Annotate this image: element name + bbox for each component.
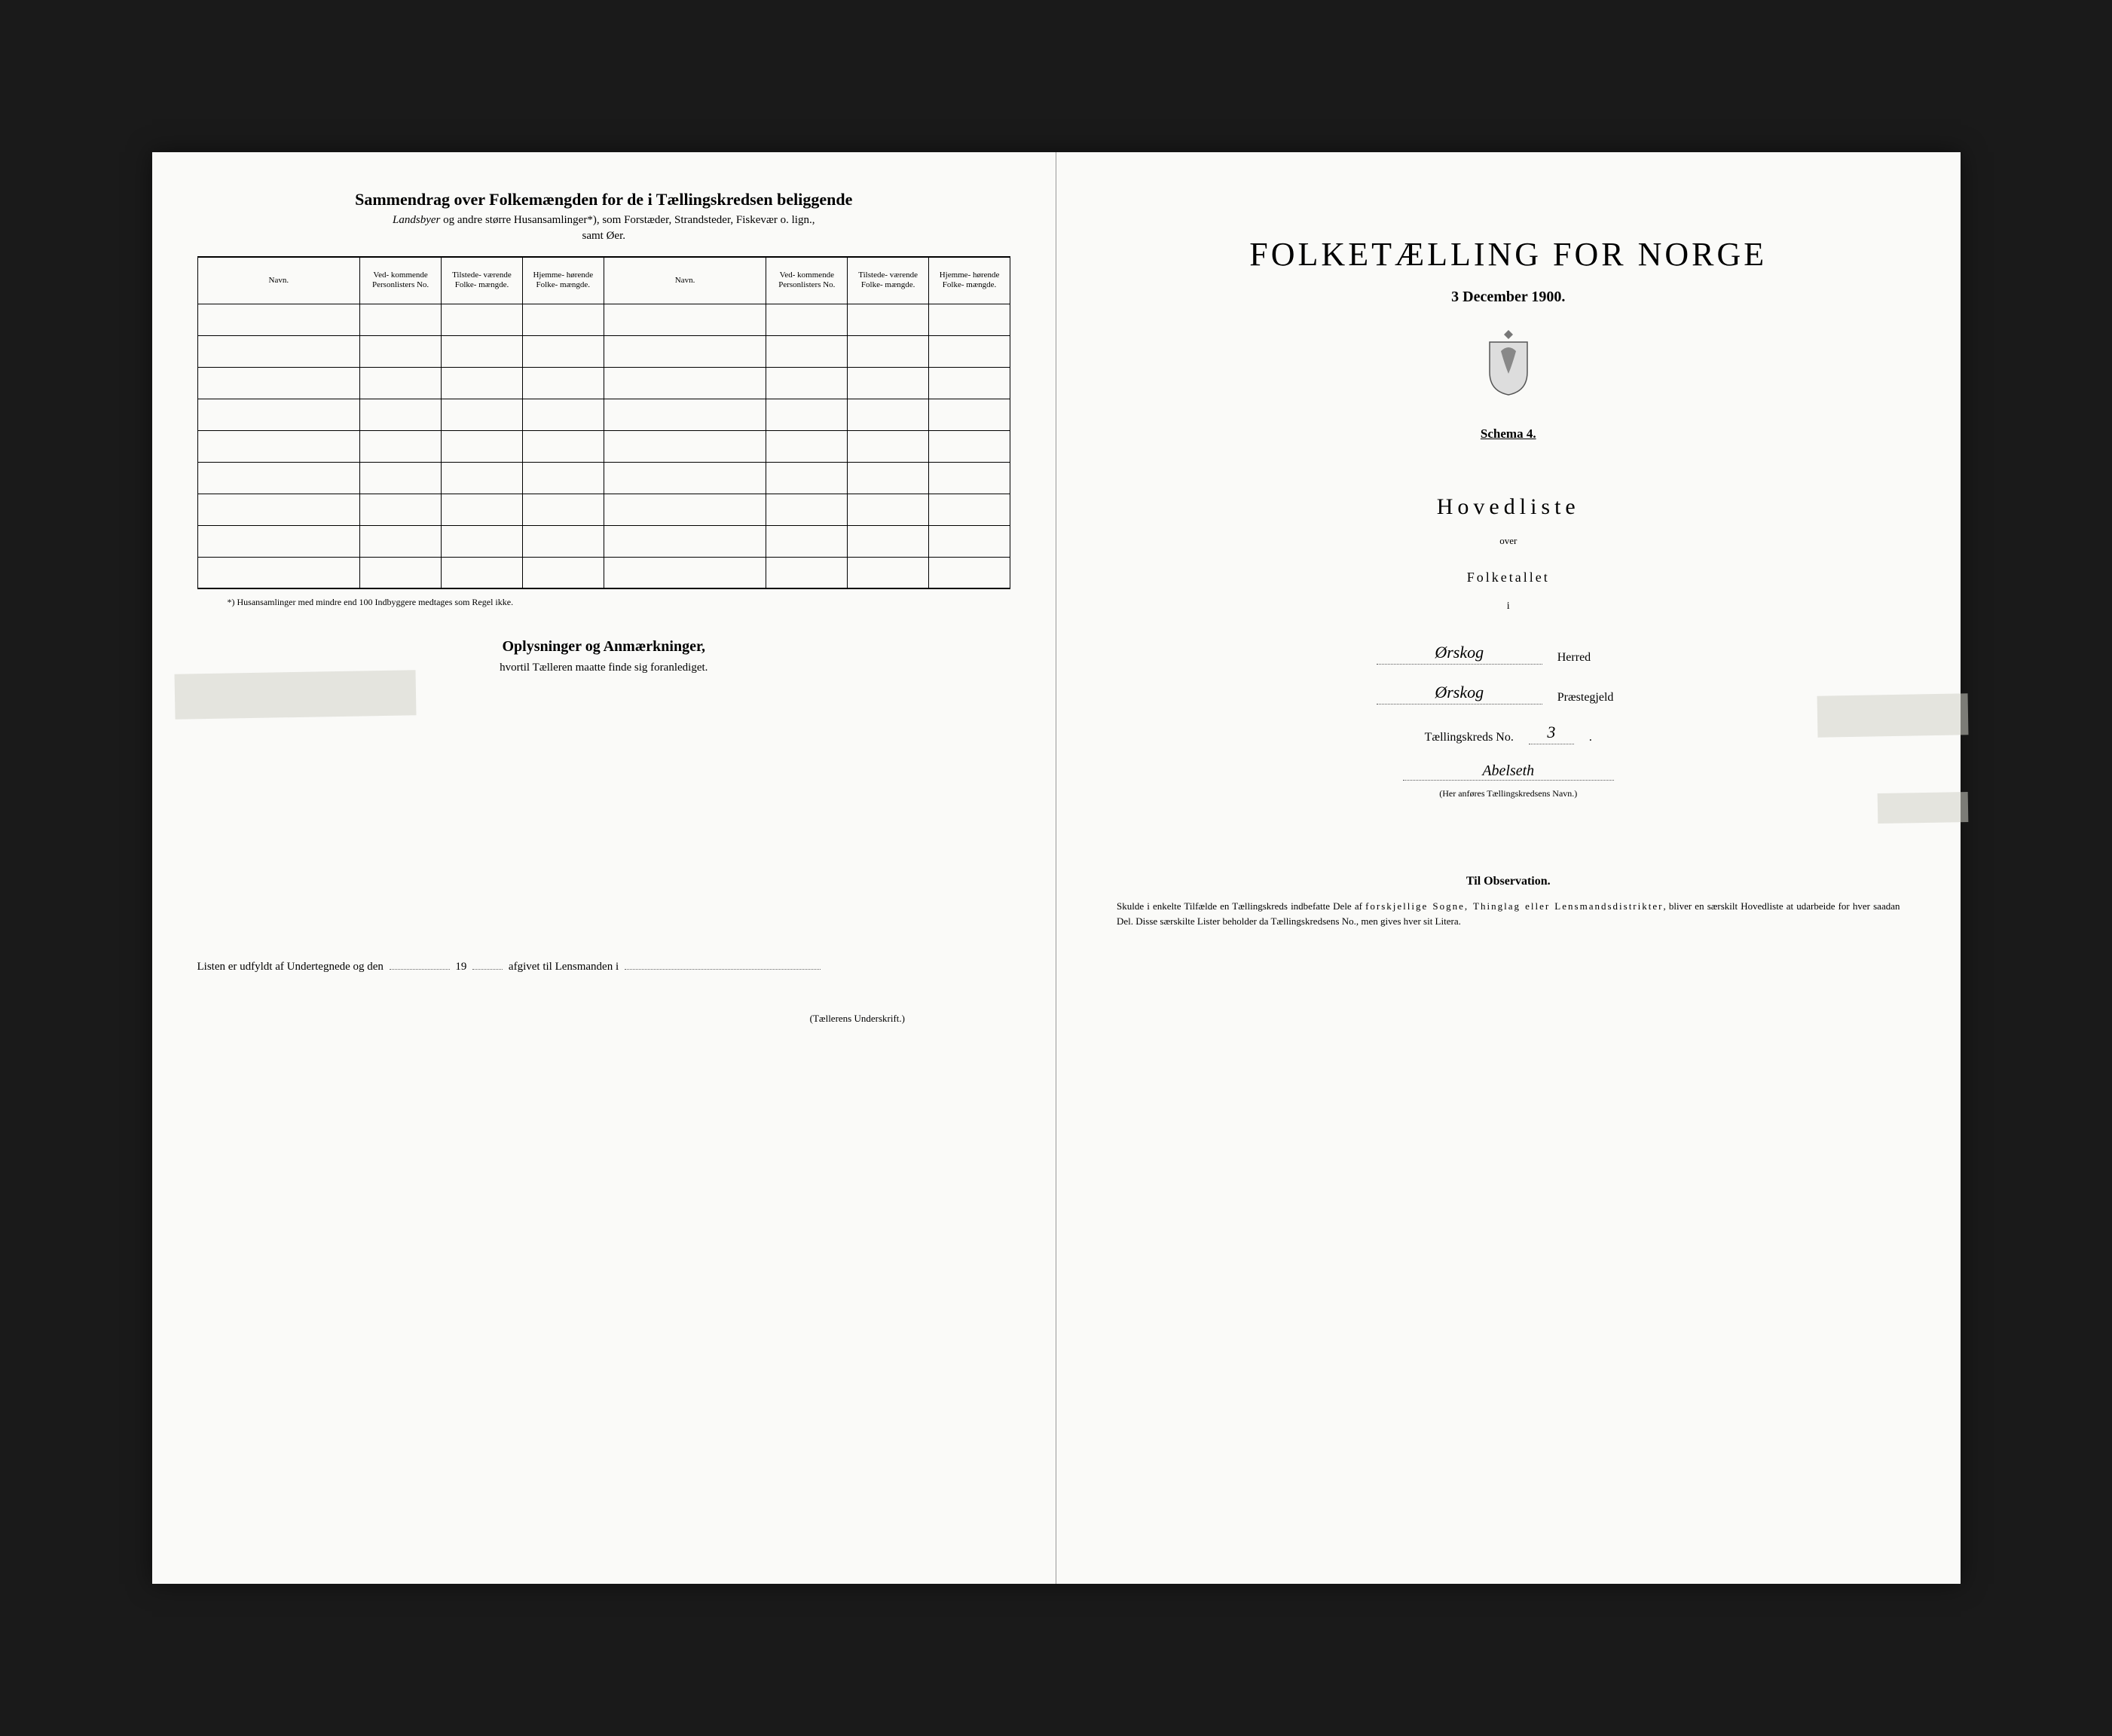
right-page: FOLKETÆLLING FOR NORGE 3 December 1900. … — [1056, 152, 1961, 1584]
left-page-subtitle: Landsbyer og andre større Husansamlinger… — [197, 214, 1011, 227]
table-row — [197, 494, 1010, 525]
left-page-title: Sammendrag over Folkemængden for de i Tæ… — [197, 190, 1011, 209]
hovedliste-title: Hovedliste — [1102, 494, 1915, 520]
summary-table: Navn. Ved- kommende Personlisters No. Ti… — [197, 256, 1011, 589]
col-navn-1: Navn. — [197, 257, 360, 304]
table-row — [197, 335, 1010, 367]
col-hjemme-1: Hjemme- hørende Folke- mængde. — [522, 257, 604, 304]
table-footnote: *) Husansamlinger med mindre end 100 Ind… — [228, 597, 1011, 608]
observation-title: Til Observation. — [1102, 875, 1915, 888]
fill-mid: afgivet til Lensmanden i — [509, 961, 619, 973]
census-date: 3 December 1900. — [1102, 289, 1915, 306]
remarks-title: Oplysninger og Anmærkninger, — [197, 638, 1011, 656]
book-spread: Sammendrag over Folkemængden for de i Tæ… — [152, 152, 1961, 1584]
folketallet-label: Folketallet — [1102, 570, 1915, 585]
signature-label: (Tællerens Underskrift.) — [197, 1013, 1011, 1025]
herred-value: Ørskog — [1377, 643, 1542, 665]
left-page: Sammendrag over Folkemængden for de i Tæ… — [152, 152, 1057, 1584]
completion-line: Listen er udfyldt af Undertegnede og den… — [197, 961, 1011, 975]
praestegjeld-value: Ørskog — [1377, 683, 1542, 704]
observation-text: Skulde i enkelte Tilfælde en Tællingskre… — [1102, 899, 1915, 928]
col-vedkommende-1: Ved- kommende Personlisters No. — [360, 257, 442, 304]
table-row — [197, 304, 1010, 335]
kreds-name-value: Abelseth — [1403, 763, 1614, 781]
praestegjeld-label: Præstegjeld — [1557, 691, 1640, 704]
col-tilstede-2: Tilstede- værende Folke- mængde. — [848, 257, 929, 304]
fill-prefix: Listen er udfyldt af Undertegnede og den — [197, 961, 384, 973]
obs-spaced: forskjellige Sogne, Thinglag eller Lensm… — [1365, 900, 1663, 912]
left-page-subtitle2: samt Øer. — [197, 230, 1011, 243]
table-row — [197, 557, 1010, 588]
table-row — [197, 462, 1010, 494]
fill-year: 19 — [455, 961, 466, 973]
i-label: i — [1102, 601, 1915, 613]
table-row — [197, 367, 1010, 399]
table-row — [197, 430, 1010, 462]
praestegjeld-row: Ørskog Præstegjeld — [1102, 683, 1915, 704]
taellingskreds-label: Tællingskreds No. — [1425, 731, 1514, 744]
tape-mark — [1817, 693, 1968, 737]
table-row — [197, 399, 1010, 430]
col-navn-2: Navn. — [604, 257, 766, 304]
coat-of-arms-icon — [1482, 329, 1535, 396]
subtitle-italic: Landsbyer — [393, 214, 440, 226]
col-hjemme-2: Hjemme- hørende Folke- mængde. — [929, 257, 1010, 304]
over-label: over — [1102, 535, 1915, 547]
fill-blank-year — [472, 969, 503, 970]
tape-mark — [174, 670, 416, 720]
tape-mark — [1877, 792, 1968, 824]
col-vedkommende-2: Ved- kommende Personlisters No. — [766, 257, 848, 304]
taellingskreds-no: 3 — [1529, 723, 1574, 744]
obs-part1: Skulde i enkelte Tilfælde en Tællingskre… — [1117, 900, 1365, 912]
herred-row: Ørskog Herred — [1102, 643, 1915, 665]
fill-blank-lensmand — [625, 969, 821, 970]
schema-label: Schema 4. — [1481, 426, 1536, 442]
taellingskreds-row: Tællingskreds No. 3 . — [1102, 723, 1915, 744]
census-main-title: FOLKETÆLLING FOR NORGE — [1102, 235, 1915, 274]
summary-table-body — [197, 304, 1010, 588]
herred-label: Herred — [1557, 651, 1640, 665]
kreds-name-note: (Her anføres Tællingskredsens Navn.) — [1102, 788, 1915, 799]
subtitle-rest: og andre større Husansamlinger*), som Fo… — [440, 214, 815, 226]
fill-blank-date — [390, 969, 450, 970]
col-tilstede-1: Tilstede- værende Folke- mængde. — [442, 257, 523, 304]
table-row — [197, 525, 1010, 557]
